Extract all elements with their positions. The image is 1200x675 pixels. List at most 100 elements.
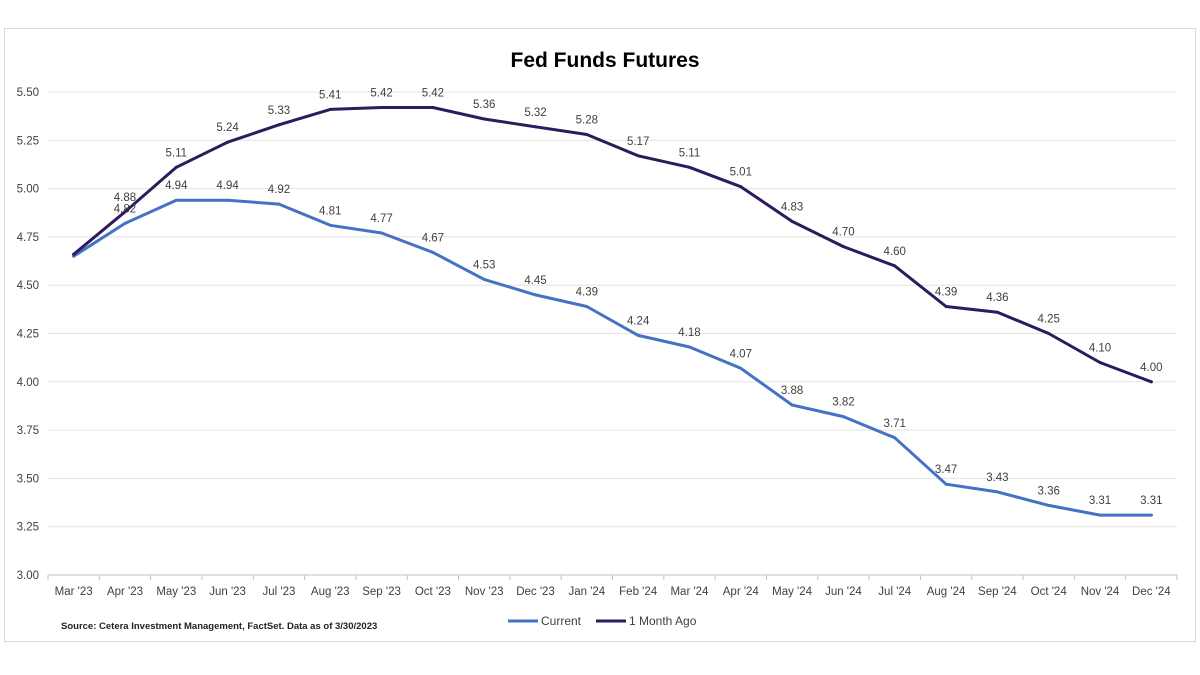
data-point (687, 345, 691, 349)
y-tick-label: 3.25 (17, 522, 39, 534)
y-tick-label: 5.25 (17, 135, 39, 147)
x-tick-label: Oct '23 (415, 586, 451, 598)
x-tick-label: May '23 (156, 586, 196, 598)
data-point (841, 245, 845, 249)
data-label: 4.60 (884, 246, 906, 258)
legend-label: 1 Month Ago (629, 614, 697, 628)
data-point (585, 304, 589, 308)
y-tick-label: 5.50 (17, 87, 39, 99)
y-tick-label: 3.00 (17, 570, 39, 582)
data-label: 5.33 (268, 105, 290, 117)
data-label: 4.67 (422, 232, 444, 244)
data-point (277, 123, 281, 127)
y-tick-label: 3.50 (17, 473, 39, 485)
data-label: 3.31 (1140, 495, 1162, 507)
data-label: 4.39 (935, 286, 957, 298)
data-point (123, 221, 127, 225)
x-tick-label: Sep '24 (978, 586, 1017, 598)
data-label: 4.00 (1140, 362, 1162, 374)
x-tick-label: Nov '23 (465, 586, 504, 598)
legend: Current 1 Month Ago (508, 614, 697, 628)
x-tick-label: Aug '23 (311, 586, 350, 598)
data-label: 5.36 (473, 99, 495, 111)
y-tick-label: 4.50 (17, 280, 39, 292)
data-label: 3.71 (884, 418, 906, 430)
data-label: 4.07 (730, 348, 752, 360)
x-tick-label: Apr '24 (723, 586, 760, 598)
x-tick-label: Jan '24 (568, 586, 605, 598)
data-label: 4.70 (832, 227, 854, 239)
x-tick-label: Jun '23 (209, 586, 246, 598)
data-point (534, 125, 538, 129)
gridlines (48, 91, 1177, 576)
data-point (790, 403, 794, 407)
data-point (893, 436, 897, 440)
data-point (482, 277, 486, 281)
y-tick-label: 4.00 (17, 377, 39, 389)
data-label: 5.42 (422, 87, 444, 99)
chart-title: Fed Funds Futures (511, 49, 700, 72)
data-point (739, 185, 743, 189)
x-tick-label: Feb '24 (619, 586, 658, 598)
data-point (482, 117, 486, 121)
data-label: 4.92 (268, 184, 290, 196)
x-tick-label: Dec '23 (516, 586, 555, 598)
data-point (277, 202, 281, 206)
data-label: 3.36 (1038, 485, 1060, 497)
data-label: 5.28 (576, 115, 598, 127)
y-tick-label: 3.75 (17, 425, 39, 437)
data-point (636, 154, 640, 158)
series-group (72, 105, 1153, 517)
data-label: 4.77 (370, 213, 392, 225)
data-point (636, 333, 640, 337)
x-tick-label: Oct '24 (1031, 586, 1068, 598)
y-axis: 3.00 3.25 3.50 3.75 4.00 4.25 4.50 4.75 5.00 5.25… (17, 87, 39, 582)
data-label: 5.01 (730, 167, 752, 179)
data-point (995, 490, 999, 494)
x-tick-label: Jul '24 (878, 586, 911, 598)
x-tick-label: May '24 (772, 586, 813, 598)
line-chart: Fed Funds Futures 3.00 3.25 3.50 3.75 4.00 4.… (17, 49, 1178, 632)
data-label: 4.36 (986, 292, 1008, 304)
data-point (995, 310, 999, 314)
data-point (739, 366, 743, 370)
data-point (1098, 513, 1102, 517)
data-label: 4.82 (114, 203, 136, 215)
data-label: 5.11 (679, 147, 701, 159)
series-line-current (72, 198, 1153, 517)
x-tick-label: Apr '23 (107, 586, 143, 598)
data-label: 4.39 (576, 286, 598, 298)
data-point (687, 165, 691, 169)
data-point (123, 210, 127, 214)
legend-label: Current (541, 614, 582, 628)
data-point (944, 482, 948, 486)
data-point (1149, 513, 1153, 517)
data-label: 4.53 (473, 259, 495, 271)
data-label: 3.47 (935, 464, 957, 476)
data-label: 5.41 (319, 89, 341, 101)
data-point (380, 105, 384, 109)
data-label: 4.94 (216, 180, 239, 192)
data-label: 4.25 (1038, 314, 1060, 326)
data-point (431, 105, 435, 109)
data-label: 4.83 (781, 201, 803, 213)
data-point (72, 252, 76, 256)
data-label: 4.81 (319, 205, 341, 217)
data-label: 3.43 (986, 472, 1008, 484)
data-point (585, 133, 589, 137)
y-tick-label: 5.00 (17, 184, 39, 196)
data-point (944, 304, 948, 308)
data-point (226, 198, 230, 202)
data-label: 3.31 (1089, 495, 1111, 507)
chart-frame: Fed Funds Futures 3.00 3.25 3.50 3.75 4.00 4.… (4, 28, 1196, 642)
x-tick-label: Dec '24 (1132, 586, 1171, 598)
x-tick-label: Jun '24 (825, 586, 862, 598)
y-tick-label: 4.75 (17, 232, 39, 244)
data-label: 5.24 (216, 122, 239, 134)
data-label: 4.45 (524, 275, 546, 287)
data-label: 4.94 (165, 180, 188, 192)
x-tick-label: Aug '24 (927, 586, 966, 598)
data-label: 4.10 (1089, 342, 1111, 354)
data-point (328, 223, 332, 227)
data-point (1047, 503, 1051, 507)
